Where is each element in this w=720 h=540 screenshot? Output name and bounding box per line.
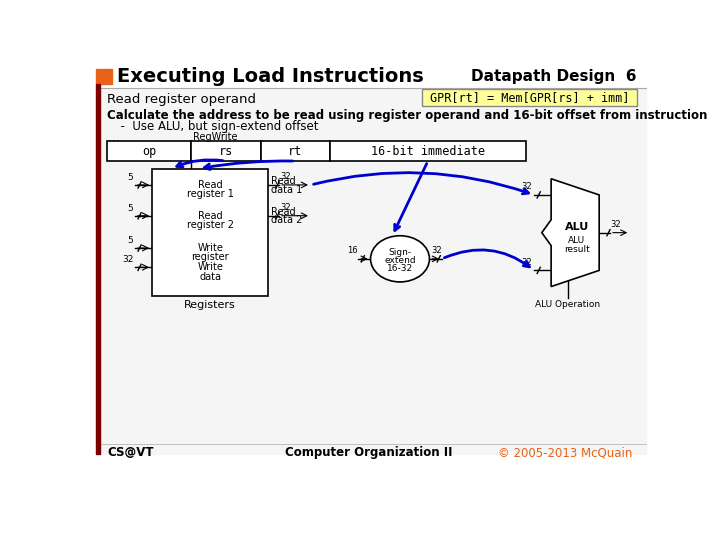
Text: Read: Read	[198, 211, 222, 221]
Text: register 2: register 2	[186, 220, 233, 230]
Text: 32: 32	[280, 172, 290, 181]
Bar	[101, 88, 647, 454]
Bar	[96, 84, 100, 454]
Text: 5: 5	[127, 204, 133, 213]
Text: result: result	[564, 245, 590, 254]
Text: 5: 5	[127, 236, 133, 245]
Text: 16: 16	[348, 246, 358, 255]
Text: GPR[rt] = Mem[GPR[rs] + imm]: GPR[rt] = Mem[GPR[rs] + imm]	[430, 91, 629, 104]
Text: register 1: register 1	[186, 189, 233, 199]
Text: ALU: ALU	[564, 222, 589, 232]
Text: Calculate the address to be read using register operand and 16-bit offset from i: Calculate the address to be read using r…	[107, 109, 708, 122]
Text: ...: ...	[107, 131, 120, 145]
Text: 32: 32	[431, 246, 441, 255]
Text: CS@VT: CS@VT	[107, 447, 153, 460]
Text: 32: 32	[610, 220, 621, 229]
Text: Write: Write	[197, 262, 223, 272]
Text: op: op	[142, 145, 156, 158]
Text: Datapath Design  6: Datapath Design 6	[471, 69, 636, 84]
Text: 32: 32	[122, 255, 133, 264]
Text: rs: rs	[218, 145, 233, 158]
Bar	[107, 141, 191, 161]
Text: ALU Operation: ALU Operation	[536, 300, 600, 309]
Ellipse shape	[371, 236, 429, 282]
Text: Registers: Registers	[184, 300, 236, 310]
Text: Write: Write	[197, 243, 223, 253]
Text: rt: rt	[288, 145, 302, 158]
Text: Executing Load Instructions: Executing Load Instructions	[117, 67, 424, 86]
Text: data 1: data 1	[271, 185, 302, 194]
Text: Read: Read	[198, 180, 222, 190]
Text: 32: 32	[521, 258, 532, 267]
Text: extend: extend	[384, 256, 416, 265]
Text: data: data	[199, 272, 221, 281]
Text: © 2005-2013 McQuain: © 2005-2013 McQuain	[498, 447, 632, 460]
Text: 16-32: 16-32	[387, 264, 413, 273]
Bar	[96, 69, 112, 84]
Text: -  Use ALU, but sign-extend offset: - Use ALU, but sign-extend offset	[113, 120, 319, 133]
Text: register: register	[192, 252, 229, 262]
Bar	[330, 141, 526, 161]
Text: 16-bit immediate: 16-bit immediate	[371, 145, 485, 158]
Text: Read: Read	[271, 176, 295, 186]
Text: 32: 32	[280, 203, 290, 212]
Bar	[152, 168, 269, 296]
Text: Computer Organization II: Computer Organization II	[285, 447, 453, 460]
Text: data 2: data 2	[271, 215, 302, 225]
Text: Read: Read	[271, 207, 295, 217]
FancyBboxPatch shape	[423, 89, 637, 106]
Text: Read register operand: Read register operand	[107, 93, 256, 106]
Bar	[261, 141, 330, 161]
Text: ALU: ALU	[568, 235, 585, 245]
Polygon shape	[542, 179, 599, 287]
Text: 32: 32	[521, 182, 532, 191]
Text: Sign-: Sign-	[388, 248, 412, 257]
Bar	[191, 141, 261, 161]
Text: 5: 5	[127, 173, 133, 182]
Text: RegWrite: RegWrite	[193, 132, 238, 142]
